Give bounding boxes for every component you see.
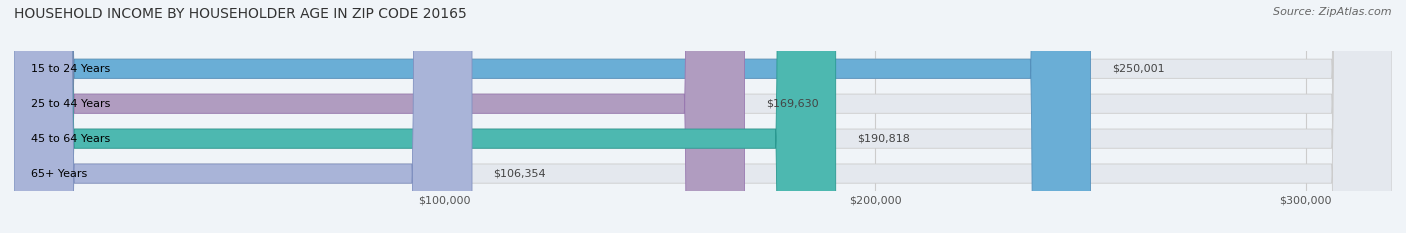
Text: $106,354: $106,354 [494, 169, 546, 178]
FancyBboxPatch shape [14, 0, 1392, 233]
Text: 15 to 24 Years: 15 to 24 Years [31, 64, 111, 74]
FancyBboxPatch shape [14, 0, 1392, 233]
FancyBboxPatch shape [14, 0, 1392, 233]
Text: $169,630: $169,630 [766, 99, 818, 109]
Text: 45 to 64 Years: 45 to 64 Years [31, 134, 111, 144]
Text: 25 to 44 Years: 25 to 44 Years [31, 99, 111, 109]
FancyBboxPatch shape [14, 0, 744, 233]
Text: HOUSEHOLD INCOME BY HOUSEHOLDER AGE IN ZIP CODE 20165: HOUSEHOLD INCOME BY HOUSEHOLDER AGE IN Z… [14, 7, 467, 21]
FancyBboxPatch shape [14, 0, 1091, 233]
FancyBboxPatch shape [14, 0, 835, 233]
Text: 65+ Years: 65+ Years [31, 169, 87, 178]
Text: $250,001: $250,001 [1112, 64, 1164, 74]
FancyBboxPatch shape [14, 0, 1392, 233]
FancyBboxPatch shape [14, 0, 472, 233]
Text: Source: ZipAtlas.com: Source: ZipAtlas.com [1274, 7, 1392, 17]
Text: $190,818: $190,818 [858, 134, 910, 144]
